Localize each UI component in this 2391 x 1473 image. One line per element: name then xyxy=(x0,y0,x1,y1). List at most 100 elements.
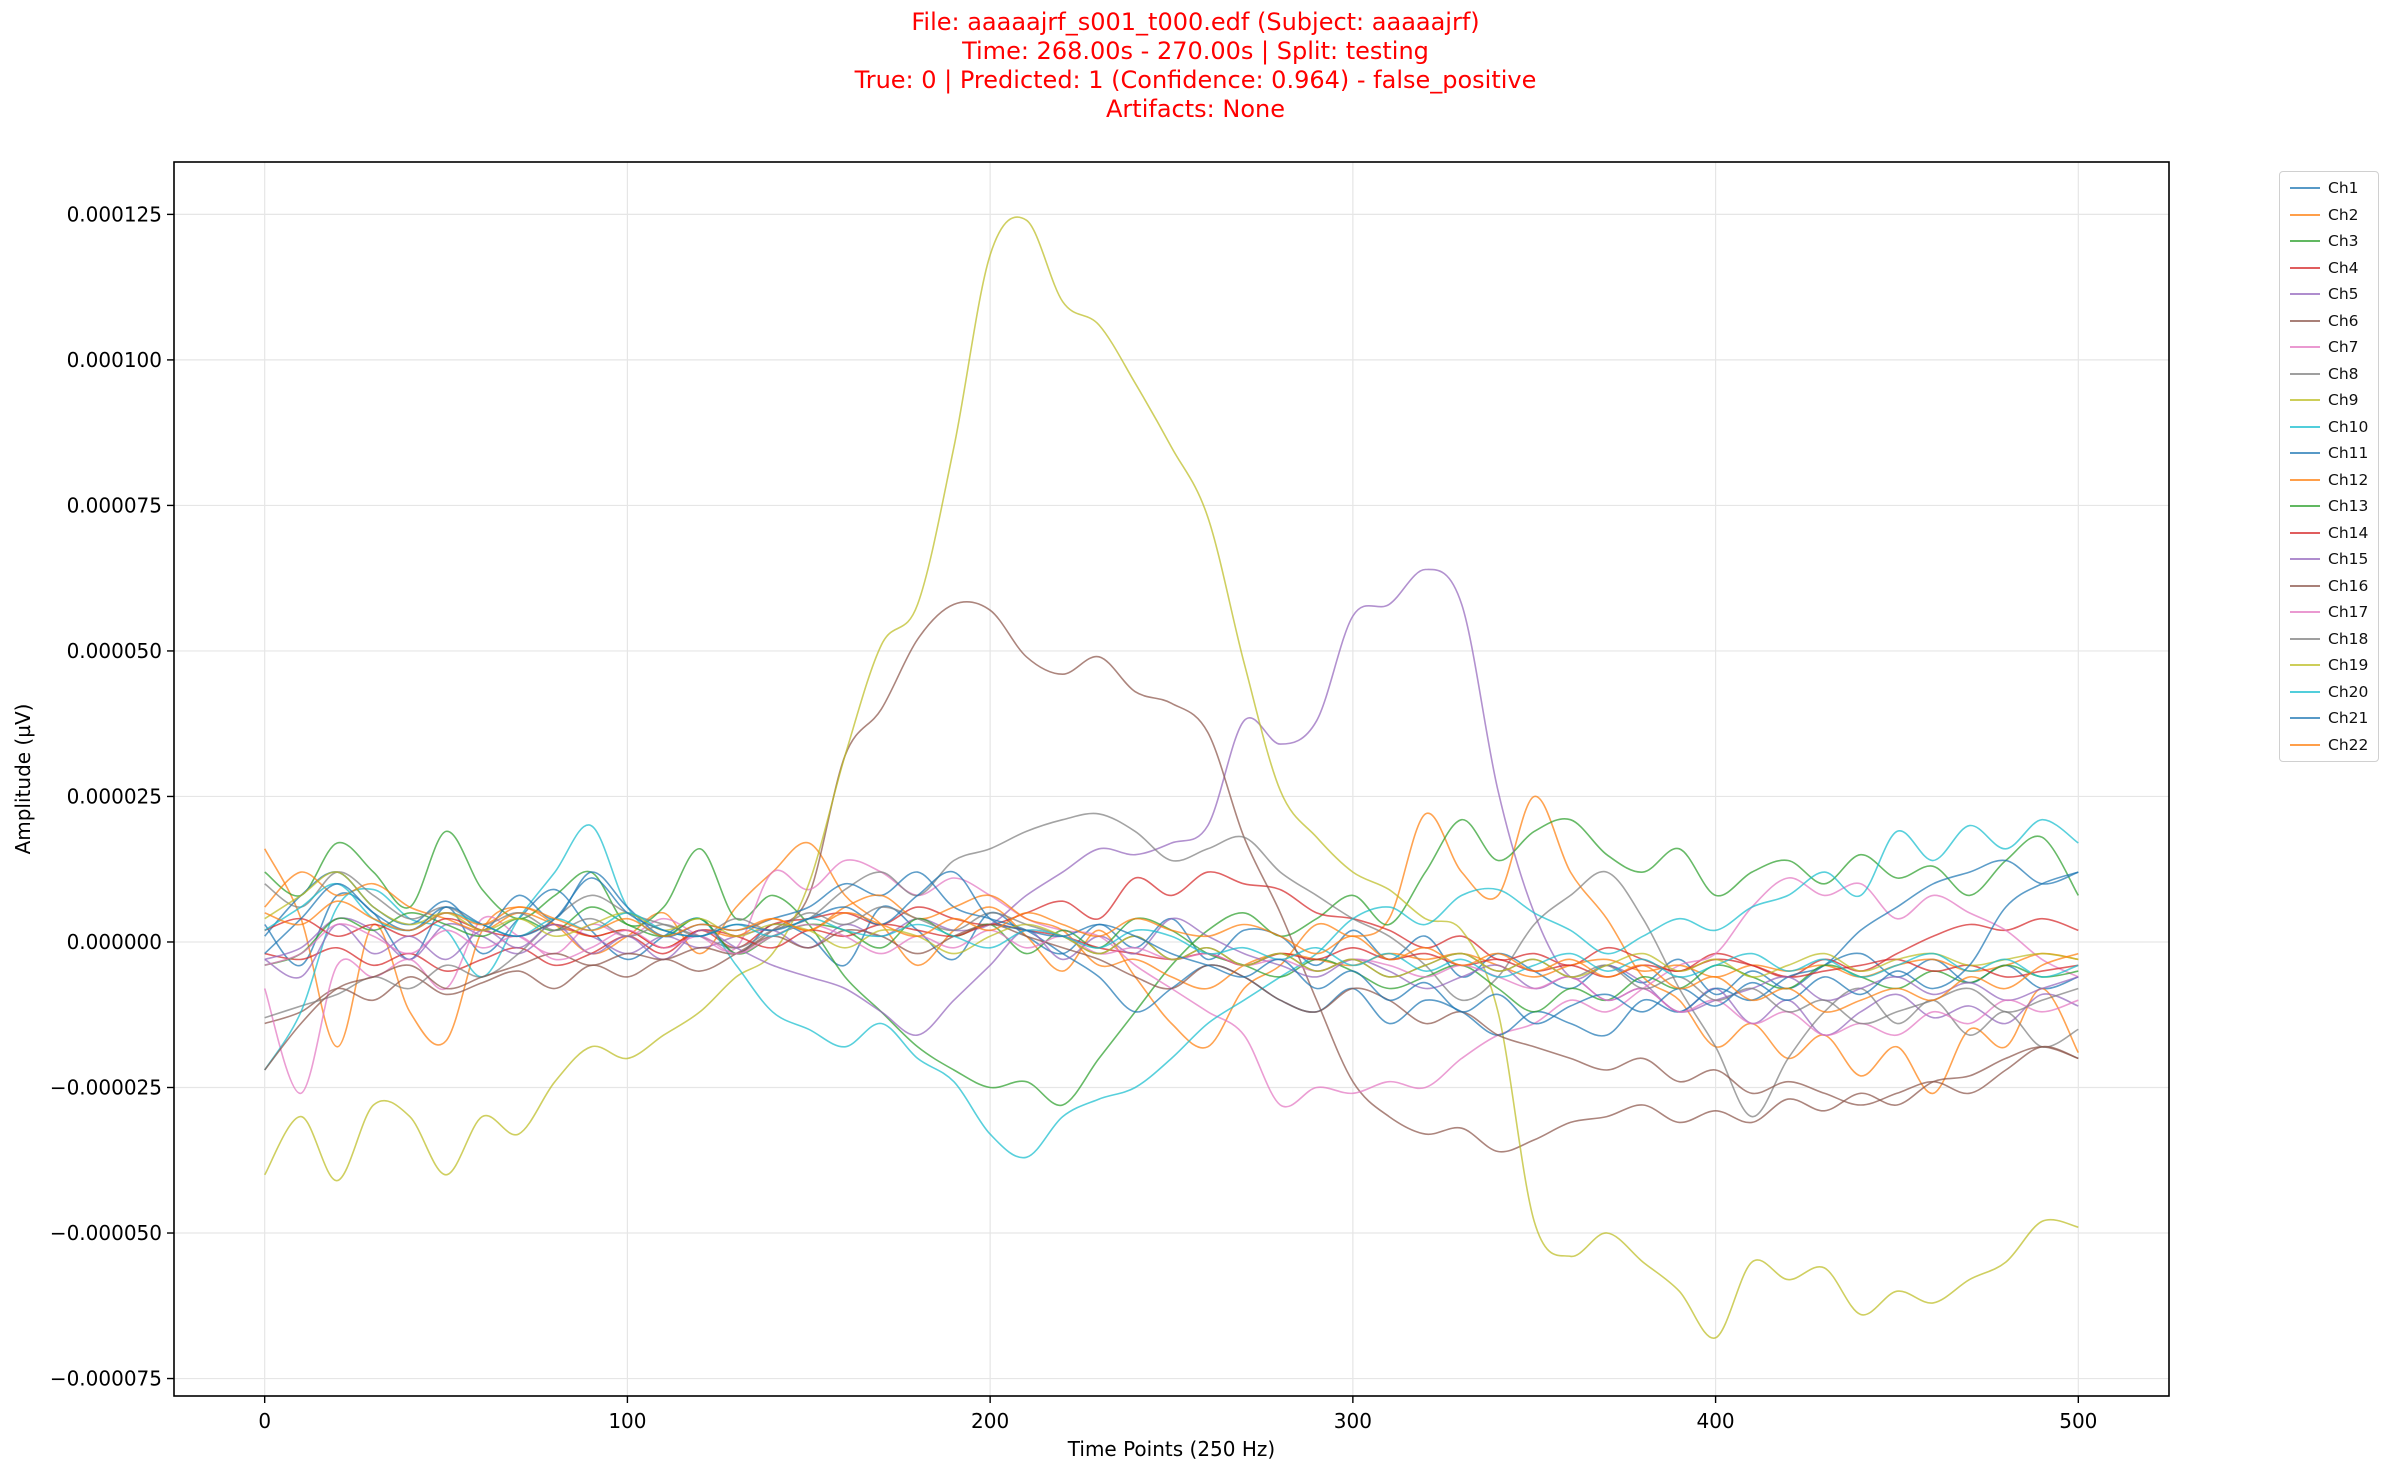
series-line-ch19 xyxy=(264,871,2079,978)
legend-label: Ch19 xyxy=(2328,656,2369,675)
legend-item-ch12: Ch12 xyxy=(2280,467,2378,494)
series-line-ch21 xyxy=(264,870,2079,1025)
legend-item-ch4: Ch4 xyxy=(2280,255,2378,282)
legend-item-ch6: Ch6 xyxy=(2280,308,2378,335)
legend-label: Ch16 xyxy=(2328,576,2369,595)
legend-item-ch14: Ch14 xyxy=(2280,520,2378,547)
grid xyxy=(174,162,2169,1396)
legend-label: Ch9 xyxy=(2328,391,2359,410)
legend-label: Ch1 xyxy=(2328,179,2359,198)
legend-label: Ch11 xyxy=(2328,444,2369,463)
legend-label: Ch10 xyxy=(2328,417,2369,436)
legend-swatch xyxy=(2290,611,2320,614)
legend-swatch xyxy=(2290,372,2320,375)
y-tick-label: 0.000000 xyxy=(67,930,162,954)
x-axis-label: Time Points (250 Hz) xyxy=(1067,1437,1275,1461)
x-tick-label: 400 xyxy=(1696,1409,1734,1433)
legend-item-ch22: Ch22 xyxy=(2280,732,2378,759)
series-line-ch7 xyxy=(263,859,2079,1108)
legend-swatch xyxy=(2290,717,2320,720)
legend-swatch xyxy=(2290,425,2320,428)
legend-label: Ch2 xyxy=(2328,205,2359,224)
legend-swatch xyxy=(2290,266,2320,269)
legend-label: Ch18 xyxy=(2328,629,2369,648)
legend-label: Ch22 xyxy=(2328,735,2369,754)
x-tick-label: 100 xyxy=(608,1409,646,1433)
x-tick-label: 0 xyxy=(258,1409,271,1433)
legend-swatch xyxy=(2290,452,2320,455)
legend-swatch xyxy=(2290,213,2320,216)
legend-label: Ch17 xyxy=(2328,603,2369,622)
y-tick-label: 0.000025 xyxy=(67,784,162,808)
legend-label: Ch12 xyxy=(2328,470,2369,489)
title-line-artifacts: Artifacts: None xyxy=(1106,95,1285,123)
legend-swatch xyxy=(2290,346,2320,349)
y-tick-label: 0.000075 xyxy=(67,493,162,517)
legend-item-ch17: Ch17 xyxy=(2280,599,2378,626)
legend-swatch xyxy=(2290,293,2320,296)
legend-label: Ch13 xyxy=(2328,497,2369,516)
legend-swatch xyxy=(2290,240,2320,243)
y-tick-label: 0.000100 xyxy=(67,348,162,372)
y-tick-label: −0.000025 xyxy=(50,1076,162,1100)
x-tick-label: 300 xyxy=(1334,1409,1372,1433)
series-line-ch3 xyxy=(264,818,2079,1107)
series-line-ch6 xyxy=(264,600,2079,1153)
series-line-ch9 xyxy=(264,216,2079,1339)
legend-swatch xyxy=(2290,531,2320,534)
y-tick-label: −0.000050 xyxy=(50,1221,162,1245)
x-axis-ticks: 0 100 200 300 400 500 xyxy=(258,1396,2097,1433)
series-line-ch4 xyxy=(264,871,2079,978)
series-line-ch20 xyxy=(264,882,2079,978)
legend: Ch1 Ch2 Ch3 Ch4 Ch5 Ch6 Ch7 Ch8 Ch9 Ch10 Ch11 Ch12 C… xyxy=(2279,171,2379,762)
legend-label: Ch8 xyxy=(2328,364,2359,383)
legend-label: Ch4 xyxy=(2328,258,2359,277)
chart-title: File: aaaaajrf_s001_t000.edf (Subject: a… xyxy=(0,8,2391,124)
legend-item-ch7: Ch7 xyxy=(2280,334,2378,361)
legend-swatch xyxy=(2290,664,2320,667)
legend-item-ch8: Ch8 xyxy=(2280,361,2378,388)
legend-label: Ch7 xyxy=(2328,338,2359,357)
legend-label: Ch14 xyxy=(2328,523,2369,542)
y-axis-label: Amplitude (µV) xyxy=(11,704,35,855)
series-lines xyxy=(263,216,2080,1339)
legend-item-ch10: Ch10 xyxy=(2280,414,2378,441)
x-tick-label: 200 xyxy=(971,1409,1009,1433)
legend-item-ch11: Ch11 xyxy=(2280,440,2378,467)
series-line-ch8 xyxy=(264,812,2079,1118)
legend-item-ch15: Ch15 xyxy=(2280,546,2378,573)
plot-frame xyxy=(173,161,2170,1397)
legend-item-ch9: Ch9 xyxy=(2280,387,2378,414)
legend-swatch xyxy=(2290,743,2320,746)
legend-swatch xyxy=(2290,690,2320,693)
y-tick-label: −0.000075 xyxy=(50,1367,162,1391)
y-axis-ticks: −0.000075 −0.000050 −0.000025 0.000000 0.000… xyxy=(50,202,174,1391)
legend-label: Ch15 xyxy=(2328,550,2369,569)
legend-label: Ch6 xyxy=(2328,311,2359,330)
legend-item-ch19: Ch19 xyxy=(2280,652,2378,679)
legend-item-ch18: Ch18 xyxy=(2280,626,2378,653)
legend-item-ch1: Ch1 xyxy=(2280,175,2378,202)
legend-item-ch3: Ch3 xyxy=(2280,228,2378,255)
y-tick-label: 0.000125 xyxy=(67,202,162,226)
legend-swatch xyxy=(2290,505,2320,508)
title-line-prediction: True: 0 | Predicted: 1 (Confidence: 0.96… xyxy=(854,66,1537,94)
y-tick-label: 0.000050 xyxy=(67,639,162,663)
legend-label: Ch21 xyxy=(2328,709,2369,728)
series-line-ch15 xyxy=(264,917,2079,1036)
legend-swatch xyxy=(2290,478,2320,481)
legend-swatch xyxy=(2290,637,2320,640)
legend-label: Ch5 xyxy=(2328,285,2359,304)
series-line-ch10 xyxy=(264,818,2079,1159)
title-line-file: File: aaaaajrf_s001_t000.edf (Subject: a… xyxy=(911,8,1480,36)
legend-label: Ch20 xyxy=(2328,682,2369,701)
series-line-ch16 xyxy=(264,923,2079,1106)
legend-label: Ch3 xyxy=(2328,232,2359,251)
legend-swatch xyxy=(2290,319,2320,322)
legend-swatch xyxy=(2290,187,2320,190)
legend-swatch xyxy=(2290,558,2320,561)
legend-swatch xyxy=(2290,399,2320,402)
legend-item-ch21: Ch21 xyxy=(2280,705,2378,732)
x-tick-label: 500 xyxy=(2059,1409,2097,1433)
